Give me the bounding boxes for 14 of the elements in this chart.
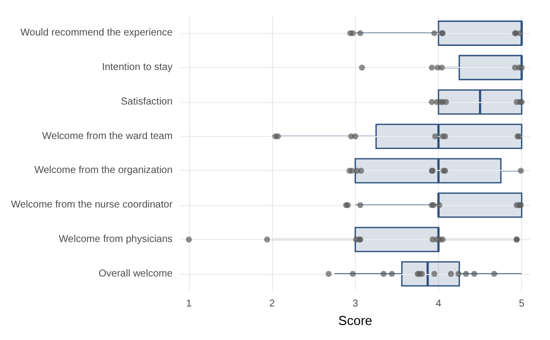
x-tick-label: 1	[186, 298, 192, 310]
y-tick-label: Would recommend the experience	[20, 28, 173, 39]
x-tick-label: 2	[269, 298, 276, 310]
y-tick-label: Satisfaction	[120, 96, 173, 108]
y-tick-label: Welcome from physicians	[58, 234, 173, 246]
x-tick-label: 4	[436, 298, 442, 310]
x-tick-label: 3	[352, 298, 358, 310]
y-tick-label: Intention to stay	[102, 62, 173, 74]
y-tick-label: Welcome from the organization	[34, 165, 173, 176]
y-tick-label: Welcome from the nurse coordinator	[10, 200, 174, 211]
x-axis-title: Score	[338, 313, 372, 328]
y-tick-label: Welcome from the ward team	[42, 130, 173, 142]
y-tick-label: Overall welcome	[98, 268, 173, 280]
x-tick-label: 5	[518, 298, 525, 310]
